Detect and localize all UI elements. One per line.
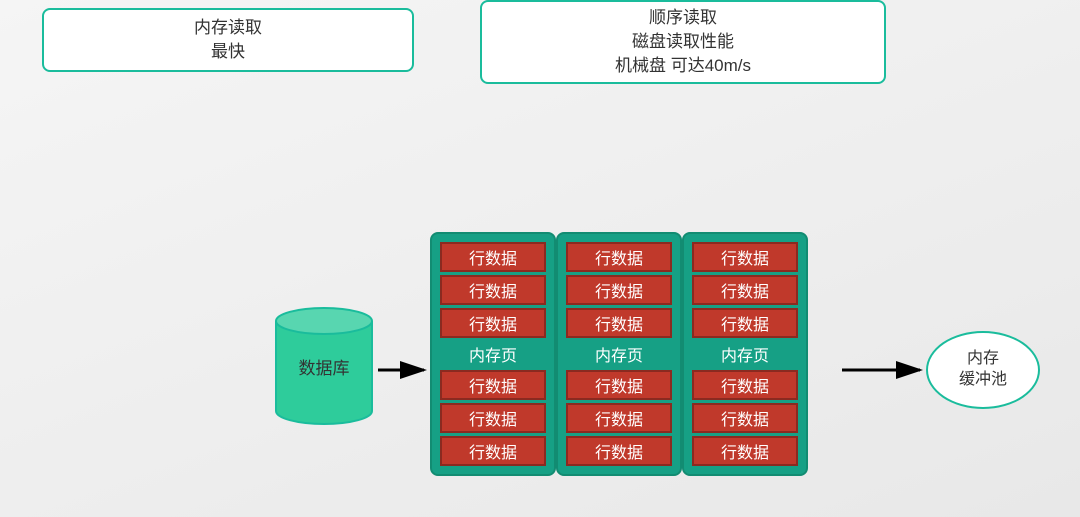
arrow-pages-to-pool [840, 360, 932, 380]
memory-page-column: 行数据行数据行数据内存页行数据行数据行数据 [430, 232, 556, 476]
row-data-cell: 行数据 [566, 403, 672, 433]
row-data-cell: 行数据 [566, 370, 672, 400]
row-data-cell: 行数据 [440, 242, 546, 272]
row-data-cell: 行数据 [692, 436, 798, 466]
memory-read-line2: 最快 [211, 40, 245, 64]
arrow-db-to-pages [376, 360, 436, 380]
seq-read-line1: 顺序读取 [649, 6, 717, 30]
memory-page-label: 内存页 [595, 341, 643, 367]
seq-read-line3: 机械盘 可达40m/s [615, 54, 751, 78]
seq-read-line2: 磁盘读取性能 [632, 30, 734, 54]
buffer-pool-line2: 缓冲池 [959, 370, 1007, 391]
database-cylinder: 数据库 [274, 306, 374, 426]
row-data-cell: 行数据 [566, 275, 672, 305]
row-data-cell: 行数据 [440, 275, 546, 305]
row-data-cell: 行数据 [566, 436, 672, 466]
memory-read-line1: 内存读取 [194, 16, 262, 40]
row-data-cell: 行数据 [692, 275, 798, 305]
row-data-cell: 行数据 [692, 242, 798, 272]
buffer-pool-line1: 内存 [967, 349, 999, 370]
memory-read-box: 内存读取 最快 [42, 8, 414, 72]
row-data-cell: 行数据 [692, 370, 798, 400]
memory-page-label: 内存页 [721, 341, 769, 367]
row-data-cell: 行数据 [440, 403, 546, 433]
row-data-cell: 行数据 [692, 403, 798, 433]
row-data-cell: 行数据 [692, 308, 798, 338]
row-data-cell: 行数据 [440, 370, 546, 400]
buffer-pool-ellipse: 内存 缓冲池 [926, 331, 1040, 409]
memory-page-column: 行数据行数据行数据内存页行数据行数据行数据 [556, 232, 682, 476]
memory-pages-container: 行数据行数据行数据内存页行数据行数据行数据行数据行数据行数据内存页行数据行数据行… [430, 232, 808, 476]
memory-page-label: 内存页 [469, 341, 517, 367]
row-data-cell: 行数据 [566, 308, 672, 338]
database-label: 数据库 [299, 354, 350, 379]
memory-page-column: 行数据行数据行数据内存页行数据行数据行数据 [682, 232, 808, 476]
row-data-cell: 行数据 [440, 436, 546, 466]
row-data-cell: 行数据 [566, 242, 672, 272]
row-data-cell: 行数据 [440, 308, 546, 338]
sequential-read-box: 顺序读取 磁盘读取性能 机械盘 可达40m/s [480, 0, 886, 84]
